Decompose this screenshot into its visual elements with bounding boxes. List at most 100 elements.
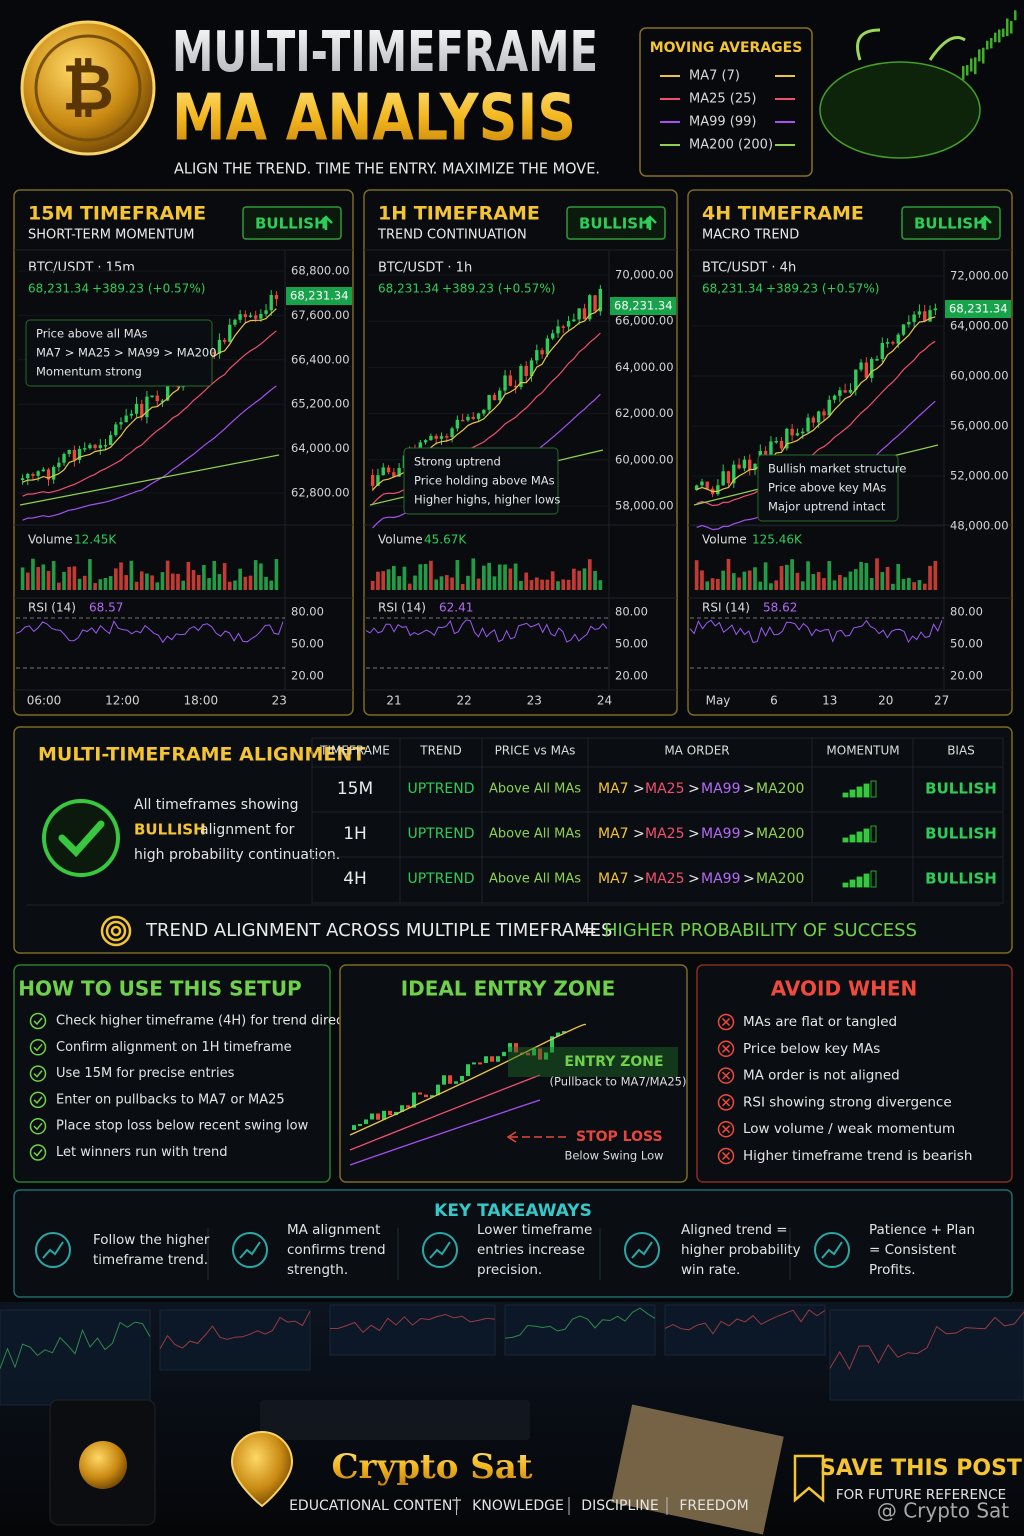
y-tick-label: 66,000.00 bbox=[615, 314, 674, 328]
change-label: +389.23 (+0.57%) bbox=[92, 282, 205, 296]
deco-candle bbox=[496, 1056, 500, 1062]
volume-bar bbox=[248, 575, 253, 590]
candle-body bbox=[450, 428, 454, 437]
takeaway-icon bbox=[35, 1232, 71, 1268]
candle-body bbox=[508, 375, 513, 386]
avoid-item: Price below key MAs bbox=[743, 1041, 880, 1057]
candle-body bbox=[455, 419, 460, 429]
deco-candle bbox=[460, 1075, 464, 1082]
rsi-label: RSI (14) bbox=[378, 601, 426, 615]
note-box bbox=[25, 319, 213, 387]
mug-logo bbox=[79, 1441, 127, 1489]
candle-body bbox=[471, 416, 475, 419]
momentum-icon bbox=[863, 873, 870, 888]
deco-candle bbox=[466, 1064, 470, 1076]
y-tick-label: 58,000.00 bbox=[615, 499, 674, 513]
candle-body bbox=[274, 294, 279, 300]
candle-body bbox=[460, 419, 465, 422]
candle-body bbox=[124, 415, 128, 423]
candle-body bbox=[705, 481, 709, 489]
avoid-item: MA order is not aligned bbox=[743, 1068, 900, 1084]
candle-body bbox=[466, 416, 470, 421]
momentum-icon bbox=[863, 828, 870, 843]
price-tag bbox=[286, 287, 352, 305]
momentum-icon bbox=[842, 792, 849, 798]
volume-bar bbox=[36, 567, 40, 590]
volume-bar bbox=[795, 572, 800, 590]
deco-candle bbox=[962, 66, 965, 80]
volume-bar bbox=[450, 577, 454, 590]
candle-body bbox=[774, 441, 778, 443]
deco-candle bbox=[550, 1036, 554, 1053]
tagline: ALIGN THE TREND. TIME THE ENTRY. MAXIMIZ… bbox=[174, 160, 600, 178]
takeaway-icon bbox=[429, 1241, 451, 1259]
x-tick-label: 13 bbox=[822, 694, 837, 708]
volume-bar bbox=[243, 576, 248, 590]
y-tick-label: 72,000.00 bbox=[950, 269, 1009, 283]
candle-body bbox=[57, 462, 61, 467]
alignment-title: MULTI-TIMEFRAME ALIGNMENT bbox=[38, 744, 365, 766]
volume-bar bbox=[466, 575, 470, 590]
candle-body bbox=[160, 400, 165, 403]
ma-line bbox=[696, 340, 936, 507]
deco-candle bbox=[436, 1084, 440, 1096]
candle-body bbox=[238, 314, 242, 320]
y-tick-label: 70,000.00 bbox=[615, 268, 674, 282]
candle-body bbox=[838, 390, 842, 396]
volume-bar bbox=[540, 579, 544, 590]
volume-bar bbox=[906, 577, 911, 590]
volume-bar bbox=[460, 583, 465, 590]
candle-body bbox=[848, 390, 853, 393]
volume-bar bbox=[407, 583, 412, 590]
legend-box bbox=[639, 27, 813, 177]
check-icon bbox=[29, 1144, 47, 1161]
rsi-tick-label: 20.00 bbox=[291, 669, 324, 683]
takeaways-frame bbox=[13, 1189, 1013, 1298]
how-to-title: HOW TO USE THIS SETUP bbox=[18, 977, 301, 1001]
check-icon bbox=[33, 1043, 43, 1052]
ma-order-part: > bbox=[743, 781, 755, 797]
candle-body bbox=[928, 310, 932, 322]
panel-subtitle: SHORT-TERM MOMENTUM bbox=[28, 228, 194, 243]
candle-body bbox=[93, 444, 97, 449]
deco-candle bbox=[358, 1123, 362, 1126]
deco-candle bbox=[370, 1113, 374, 1120]
candle-body bbox=[912, 314, 916, 322]
check-icon bbox=[29, 1117, 47, 1135]
how-to-item: Check higher timeframe (4H) for trend di… bbox=[56, 1014, 368, 1029]
ma-order-part: MA25 bbox=[645, 781, 684, 797]
note-line: Price above key MAs bbox=[768, 481, 886, 495]
deco-candle bbox=[544, 1052, 548, 1060]
y-tick-label: 62,000.00 bbox=[615, 406, 674, 420]
candle-body bbox=[434, 435, 438, 439]
x-tick-label: 24 bbox=[597, 694, 612, 708]
candle-body bbox=[269, 294, 273, 311]
candle-body bbox=[103, 445, 108, 447]
ma-line bbox=[22, 385, 277, 521]
check-icon bbox=[33, 1096, 43, 1105]
note-line: Bullish market structure bbox=[768, 462, 906, 476]
trend-cell: UPTREND bbox=[407, 826, 474, 842]
deco-candle bbox=[490, 1056, 494, 1062]
candle-body bbox=[806, 417, 810, 432]
banner-equals: = bbox=[582, 920, 597, 941]
candle-body bbox=[891, 342, 895, 344]
volume-bar bbox=[376, 571, 380, 590]
monitor-chart bbox=[159, 1310, 311, 1350]
ma-line bbox=[696, 316, 936, 493]
candle-body bbox=[556, 326, 560, 334]
candle-body bbox=[896, 334, 900, 344]
badge-frame bbox=[242, 206, 342, 240]
badge-arrow bbox=[319, 215, 333, 230]
volume-bar bbox=[508, 568, 513, 590]
how-to-item: Enter on pullbacks to MA7 or MA25 bbox=[56, 1092, 285, 1107]
candle-body bbox=[923, 311, 927, 322]
watermark: @ Crypto Sat bbox=[877, 1499, 1009, 1523]
volume-bar bbox=[716, 578, 720, 590]
trend-cell: UPTREND bbox=[407, 781, 474, 797]
volume-bar bbox=[869, 577, 874, 590]
deco-ma bbox=[349, 1074, 541, 1151]
volume-bar bbox=[423, 563, 428, 590]
candle-body bbox=[598, 288, 603, 312]
